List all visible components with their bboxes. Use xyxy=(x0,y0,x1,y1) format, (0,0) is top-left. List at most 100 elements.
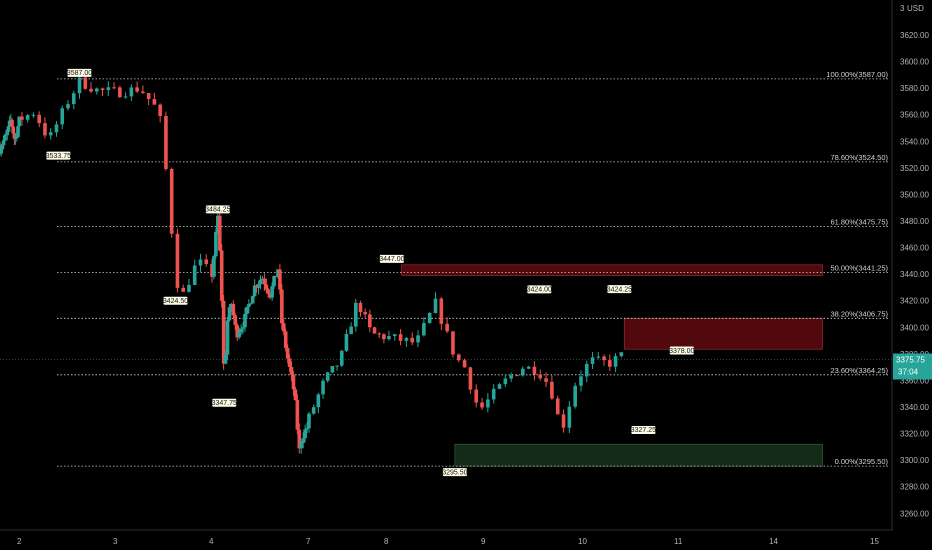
candle-body-down xyxy=(10,119,14,127)
candle-body-down xyxy=(112,87,116,89)
candle-body-up xyxy=(237,332,241,338)
support-zone xyxy=(454,443,823,467)
price-tick-label: 3560.00 xyxy=(900,111,929,120)
candle-body-down xyxy=(231,303,236,316)
candle-body-down xyxy=(363,312,367,315)
candle-body-down xyxy=(358,302,363,313)
fib-level-label: 78.60%(3524.50) xyxy=(830,153,888,162)
candle-body-up xyxy=(0,148,3,154)
candles-layer xyxy=(0,74,624,454)
candle-body-up xyxy=(192,265,197,285)
pivot-label: 3424.00 xyxy=(527,287,552,294)
candle-body-up xyxy=(335,365,339,367)
pivot-label-box xyxy=(669,346,694,355)
candle-body-up xyxy=(247,304,251,307)
candle-body-up xyxy=(31,114,36,116)
candle-body-up xyxy=(227,307,232,321)
candle-body-down xyxy=(480,402,484,408)
time-axis[interactable]: 2 3 4 7 8 9 10 11 14 15 xyxy=(17,537,879,546)
price-tick-label: 3580.00 xyxy=(900,84,929,93)
price-scale-header[interactable]: 3 USD xyxy=(900,4,924,13)
candle-body-up xyxy=(106,87,111,91)
candle-body-up xyxy=(301,438,305,444)
price-tick-label: 3260.00 xyxy=(900,509,929,518)
candle-body-up xyxy=(491,388,496,400)
candle-body-up xyxy=(250,296,255,304)
price-tick-label: 3440.00 xyxy=(900,270,929,279)
candle-body-down xyxy=(264,284,269,290)
candle-body-down xyxy=(474,389,479,403)
candle-body-up xyxy=(404,337,409,341)
candle-body-down xyxy=(439,298,444,324)
candle-body-up xyxy=(497,384,502,389)
candle-body-down xyxy=(221,300,226,364)
candle-body-down xyxy=(550,381,554,399)
candle-body-up xyxy=(325,372,330,381)
candle-body-down xyxy=(217,215,222,251)
candle-body-up xyxy=(272,276,276,287)
pivot-label-box xyxy=(442,468,467,477)
pivot-labels-layer: 3587.00 3533.75 3484.25 3424.50 3347.75 3447.… xyxy=(46,68,695,477)
candle-body-down xyxy=(538,374,543,379)
price-tick-label: 3500.00 xyxy=(900,190,929,199)
price-axis[interactable]: 3260.00 3280.00 3300.00 3320.00 3340.00 3360.… xyxy=(900,31,929,518)
pivot-label-box xyxy=(67,68,92,77)
time-tick-label: 2 xyxy=(17,537,22,546)
price-tick-label: 3600.00 xyxy=(900,58,929,67)
candle-body-down xyxy=(281,323,286,332)
candle-body-up xyxy=(596,356,601,358)
price-tick-label: 3460.00 xyxy=(900,244,929,253)
candle-body-up xyxy=(245,306,249,315)
candle-body-up xyxy=(6,126,11,132)
candle-body-up xyxy=(13,137,18,139)
candle-body-down xyxy=(235,325,240,338)
fibonacci-layer: 100.00%(3587.00) 78.60%(3524.50) 61.80%(34… xyxy=(0,70,892,467)
candle-body-up xyxy=(241,327,245,329)
candle-body-up xyxy=(416,335,420,343)
candle-body-up xyxy=(303,429,307,439)
candle-body-up xyxy=(4,134,8,136)
pivot-label-box xyxy=(205,205,230,214)
candle-body-down xyxy=(515,375,519,377)
candle-body-down xyxy=(11,126,15,134)
candle-body-down xyxy=(118,87,122,98)
candle-body-down xyxy=(285,348,290,359)
candle-body-up xyxy=(584,363,589,377)
candle-body-down xyxy=(283,331,288,349)
pivot-label: 3447.00 xyxy=(379,256,404,263)
candle-body-up xyxy=(239,328,243,333)
price-tick-label: 3300.00 xyxy=(900,456,929,465)
candle-body-down xyxy=(89,88,93,92)
candle-body-up xyxy=(3,135,7,141)
candle-body-down xyxy=(20,116,24,120)
candle-body-down xyxy=(372,327,377,334)
candle-body-up xyxy=(48,132,53,136)
candle-body-up xyxy=(299,443,304,449)
candle-body-up xyxy=(256,284,261,288)
pivot-label: 3587.00 xyxy=(67,70,92,77)
candle-body-down xyxy=(398,334,403,341)
fib-level-label: 0.00%(3295.50) xyxy=(835,457,889,466)
candle-body-up xyxy=(243,314,247,328)
candle-body-up xyxy=(613,356,618,367)
candle-body-up xyxy=(619,352,624,357)
candle-body-up xyxy=(5,131,9,135)
pivot-label: 3327.25 xyxy=(631,427,656,434)
candle-body-up xyxy=(25,115,30,120)
candle-body-down xyxy=(368,314,372,328)
candle-body-up xyxy=(579,376,583,386)
candle-body-down xyxy=(445,323,449,332)
resistance-zone xyxy=(623,318,823,350)
candle-body-down xyxy=(43,123,47,136)
time-tick-label: 7 xyxy=(306,537,311,546)
pivot-label-box xyxy=(46,151,71,160)
candle-body-down xyxy=(295,400,300,430)
pivot-label-box xyxy=(527,285,552,294)
fib-level-label: 38.20%(3406.75) xyxy=(830,309,888,318)
candle-body-down xyxy=(451,331,455,355)
price-tick-label: 3420.00 xyxy=(900,297,929,306)
price-tick-label: 3280.00 xyxy=(900,483,929,492)
candle-body-up xyxy=(187,284,191,292)
candle-body-up xyxy=(339,350,344,366)
